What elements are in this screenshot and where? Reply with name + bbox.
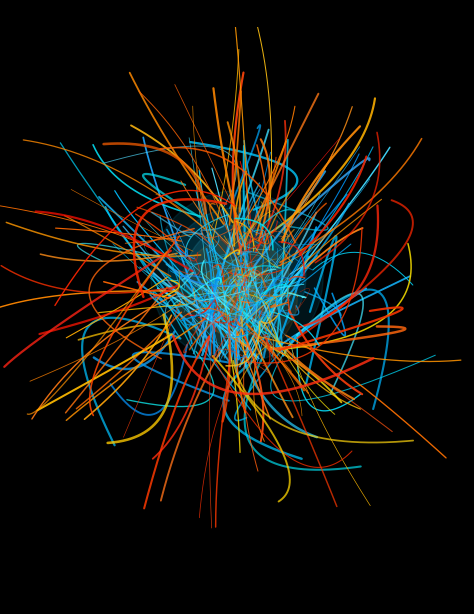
Circle shape bbox=[151, 191, 323, 363]
Circle shape bbox=[168, 208, 306, 346]
Circle shape bbox=[216, 277, 258, 320]
Circle shape bbox=[177, 238, 297, 359]
Circle shape bbox=[185, 225, 289, 328]
Circle shape bbox=[198, 260, 276, 337]
